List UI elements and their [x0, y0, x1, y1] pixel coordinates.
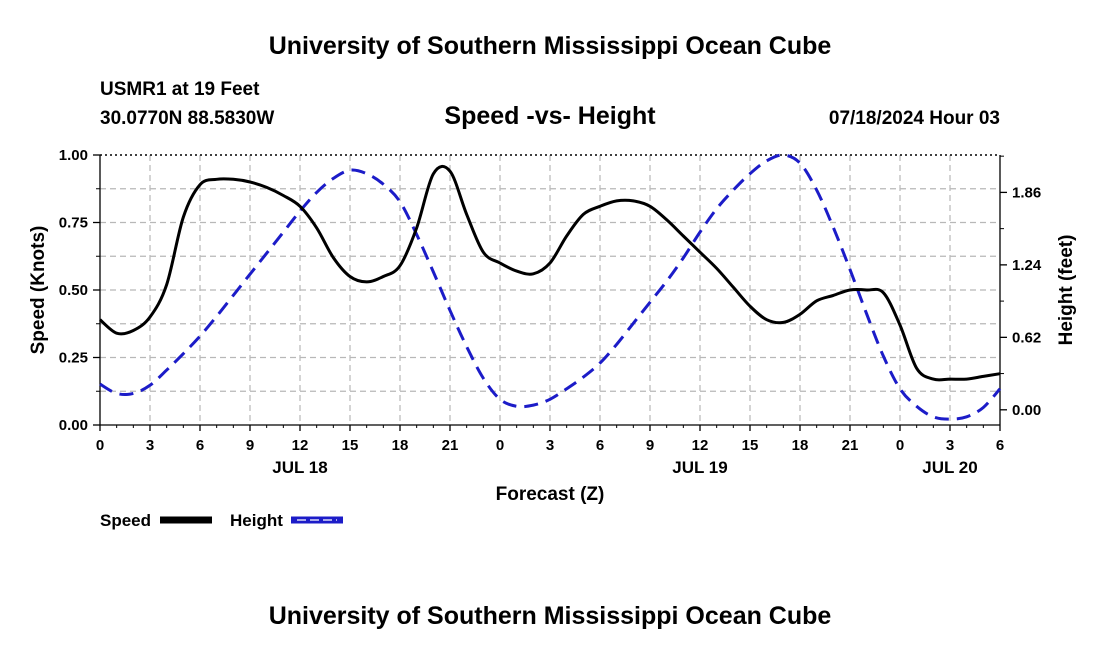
footer-title: University of Southern Mississippi Ocean… — [269, 602, 832, 630]
plot-grid — [100, 155, 1000, 425]
x-tick-label: 6 — [196, 437, 204, 454]
plot-series — [99, 153, 1002, 421]
chart-title: Speed -vs- Height — [444, 102, 656, 130]
y2-tick-label: 1.24 — [1012, 257, 1042, 274]
date-label: JUL 20 — [922, 458, 977, 477]
station-label: USMR1 at 19 Feet — [100, 79, 260, 100]
date-label: JUL 18 — [272, 458, 327, 477]
series-line-height — [99, 153, 1002, 421]
date-label: JUL 19 — [672, 458, 727, 477]
y2-axis-title: Height (feet) — [1056, 235, 1077, 346]
x-tick-label: 15 — [342, 437, 359, 454]
x-tick-label: 15 — [742, 437, 759, 454]
x-tick-label: 3 — [546, 437, 554, 454]
y-axis-title: Speed (Knots) — [28, 226, 49, 355]
legend-height-label: Height — [230, 511, 283, 530]
plot-axes: 0 3 6 9 12 15 18 21 0 3 6 9 12 15 18 21 0 3 6 JUL 18 JUL 19 J… — [59, 147, 1042, 477]
x-tick-label: 6 — [996, 437, 1004, 454]
x-tick-label: 6 — [596, 437, 604, 454]
page-title: University of Southern Mississippi Ocean… — [269, 32, 832, 60]
x-tick-label: 0 — [496, 437, 504, 454]
location-label: 30.0770N 88.5830W — [100, 108, 274, 129]
x-tick-label: 9 — [646, 437, 654, 454]
x-tick-label: 9 — [246, 437, 254, 454]
x-tick-label: 0 — [96, 437, 104, 454]
y-tick-label: 0.50 — [59, 282, 88, 299]
datetime-label: 07/18/2024 Hour 03 — [829, 108, 1000, 129]
legend-speed-label: Speed — [100, 511, 151, 530]
y-tick-label: 0.00 — [59, 417, 88, 434]
x-axis-title: Forecast (Z) — [496, 484, 605, 505]
y-tick-label: 1.00 — [59, 147, 88, 164]
x-tick-label: 21 — [442, 437, 459, 454]
legend: Speed Height — [100, 511, 343, 530]
x-tick-label: 18 — [792, 437, 809, 454]
series-line-speed — [99, 164, 1001, 382]
x-tick-label: 18 — [392, 437, 409, 454]
y-tick-label: 0.75 — [59, 215, 88, 232]
x-tick-label: 21 — [842, 437, 859, 454]
y2-tick-label: 1.86 — [1012, 184, 1041, 201]
x-tick-label: 12 — [292, 437, 309, 454]
x-tick-label: 0 — [896, 437, 904, 454]
y-tick-label: 0.25 — [59, 350, 88, 367]
x-tick-label: 3 — [946, 437, 954, 454]
y2-tick-label: 0.00 — [1012, 402, 1041, 419]
x-tick-label: 12 — [692, 437, 709, 454]
x-tick-label: 3 — [146, 437, 154, 454]
y2-tick-label: 0.62 — [1012, 329, 1041, 346]
